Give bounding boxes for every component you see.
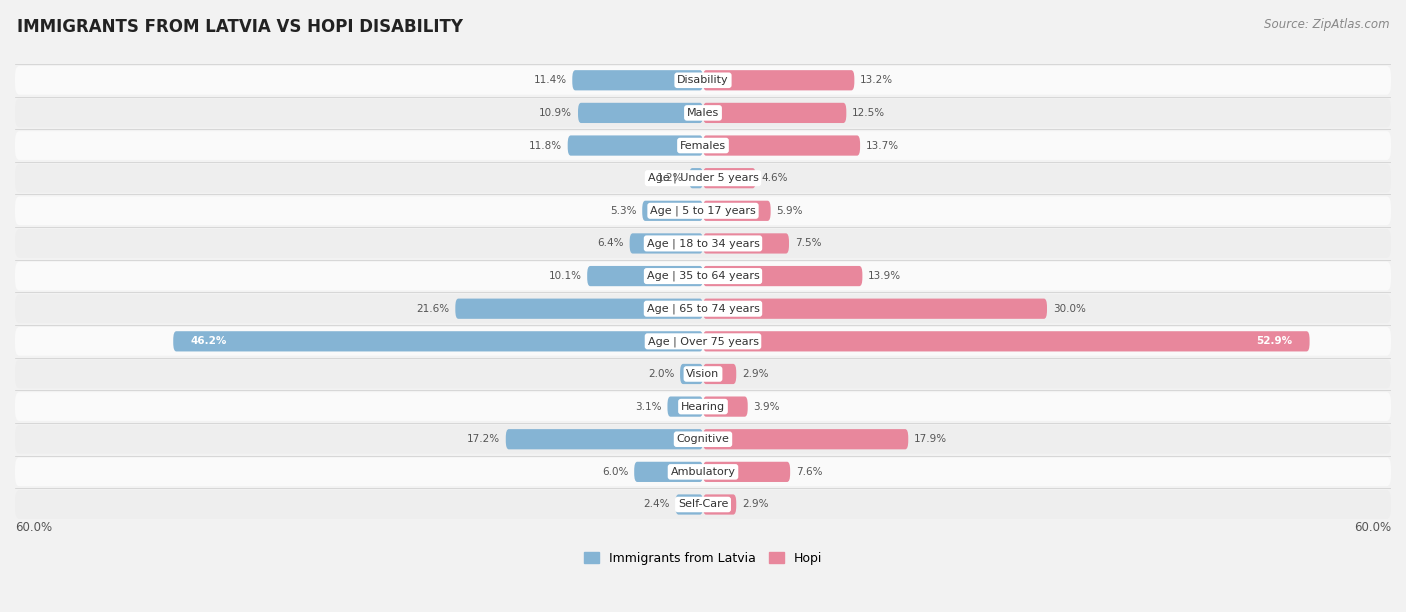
Text: 7.5%: 7.5% [794, 239, 821, 248]
FancyBboxPatch shape [15, 131, 1391, 160]
FancyBboxPatch shape [703, 331, 1309, 351]
Text: Age | 65 to 74 years: Age | 65 to 74 years [647, 304, 759, 314]
FancyBboxPatch shape [588, 266, 703, 286]
FancyBboxPatch shape [689, 168, 703, 188]
FancyBboxPatch shape [15, 99, 1391, 127]
Text: Females: Females [681, 141, 725, 151]
Text: 10.9%: 10.9% [540, 108, 572, 118]
Text: 5.9%: 5.9% [776, 206, 803, 216]
Text: 30.0%: 30.0% [1053, 304, 1085, 314]
FancyBboxPatch shape [668, 397, 703, 417]
Text: Males: Males [688, 108, 718, 118]
Text: 1.2%: 1.2% [657, 173, 683, 183]
FancyBboxPatch shape [506, 429, 703, 449]
FancyBboxPatch shape [456, 299, 703, 319]
Text: Source: ZipAtlas.com: Source: ZipAtlas.com [1264, 18, 1389, 31]
FancyBboxPatch shape [675, 494, 703, 515]
FancyBboxPatch shape [15, 392, 1391, 421]
FancyBboxPatch shape [15, 490, 1391, 519]
FancyBboxPatch shape [703, 168, 756, 188]
FancyBboxPatch shape [703, 135, 860, 155]
Text: 12.5%: 12.5% [852, 108, 886, 118]
Text: 3.1%: 3.1% [636, 401, 662, 412]
Text: 17.9%: 17.9% [914, 435, 948, 444]
FancyBboxPatch shape [634, 461, 703, 482]
Text: Age | Over 75 years: Age | Over 75 years [648, 336, 758, 346]
FancyBboxPatch shape [578, 103, 703, 123]
FancyBboxPatch shape [703, 397, 748, 417]
FancyBboxPatch shape [630, 233, 703, 253]
FancyBboxPatch shape [15, 262, 1391, 291]
FancyBboxPatch shape [703, 364, 737, 384]
FancyBboxPatch shape [703, 233, 789, 253]
Text: 46.2%: 46.2% [190, 337, 226, 346]
Text: Hearing: Hearing [681, 401, 725, 412]
FancyBboxPatch shape [15, 327, 1391, 356]
Text: 60.0%: 60.0% [1354, 521, 1391, 534]
FancyBboxPatch shape [703, 494, 737, 515]
FancyBboxPatch shape [15, 425, 1391, 453]
Text: 2.0%: 2.0% [648, 369, 675, 379]
Text: 60.0%: 60.0% [15, 521, 52, 534]
Text: 3.9%: 3.9% [754, 401, 780, 412]
FancyBboxPatch shape [15, 458, 1391, 486]
Text: Self-Care: Self-Care [678, 499, 728, 510]
Text: 5.3%: 5.3% [610, 206, 637, 216]
FancyBboxPatch shape [173, 331, 703, 351]
Text: 13.9%: 13.9% [868, 271, 901, 281]
Text: 2.9%: 2.9% [742, 369, 769, 379]
Text: 2.4%: 2.4% [644, 499, 669, 510]
Text: 6.4%: 6.4% [598, 239, 624, 248]
Text: 52.9%: 52.9% [1257, 337, 1292, 346]
Text: Disability: Disability [678, 75, 728, 85]
Legend: Immigrants from Latvia, Hopi: Immigrants from Latvia, Hopi [583, 552, 823, 565]
FancyBboxPatch shape [15, 360, 1391, 389]
FancyBboxPatch shape [703, 70, 855, 91]
Text: Age | 5 to 17 years: Age | 5 to 17 years [650, 206, 756, 216]
FancyBboxPatch shape [15, 164, 1391, 193]
Text: Age | 35 to 64 years: Age | 35 to 64 years [647, 271, 759, 282]
Text: Vision: Vision [686, 369, 720, 379]
Text: 7.6%: 7.6% [796, 467, 823, 477]
Text: 4.6%: 4.6% [762, 173, 787, 183]
FancyBboxPatch shape [703, 201, 770, 221]
FancyBboxPatch shape [15, 229, 1391, 258]
Text: 6.0%: 6.0% [602, 467, 628, 477]
FancyBboxPatch shape [15, 196, 1391, 225]
Text: 13.7%: 13.7% [866, 141, 898, 151]
Text: Ambulatory: Ambulatory [671, 467, 735, 477]
Text: 11.8%: 11.8% [529, 141, 562, 151]
FancyBboxPatch shape [703, 429, 908, 449]
FancyBboxPatch shape [643, 201, 703, 221]
FancyBboxPatch shape [703, 266, 862, 286]
FancyBboxPatch shape [703, 103, 846, 123]
FancyBboxPatch shape [15, 66, 1391, 95]
Text: 17.2%: 17.2% [467, 435, 501, 444]
Text: Age | Under 5 years: Age | Under 5 years [648, 173, 758, 184]
Text: 10.1%: 10.1% [548, 271, 582, 281]
FancyBboxPatch shape [681, 364, 703, 384]
Text: IMMIGRANTS FROM LATVIA VS HOPI DISABILITY: IMMIGRANTS FROM LATVIA VS HOPI DISABILIT… [17, 18, 463, 36]
FancyBboxPatch shape [703, 299, 1047, 319]
FancyBboxPatch shape [15, 294, 1391, 323]
Text: Cognitive: Cognitive [676, 435, 730, 444]
Text: 2.9%: 2.9% [742, 499, 769, 510]
Text: Age | 18 to 34 years: Age | 18 to 34 years [647, 238, 759, 248]
Text: 11.4%: 11.4% [533, 75, 567, 85]
FancyBboxPatch shape [703, 461, 790, 482]
FancyBboxPatch shape [572, 70, 703, 91]
FancyBboxPatch shape [568, 135, 703, 155]
Text: 13.2%: 13.2% [860, 75, 893, 85]
Text: 21.6%: 21.6% [416, 304, 450, 314]
